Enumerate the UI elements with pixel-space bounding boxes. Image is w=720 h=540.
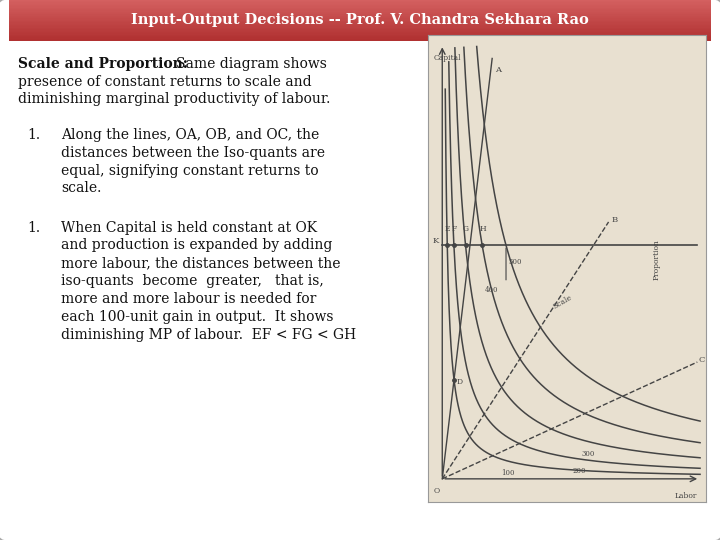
Text: F: F [451,225,456,233]
Text: 500: 500 [509,258,522,266]
Text: Scale: Scale [552,294,573,311]
Bar [9,37,711,39]
Text: Capital: Capital [434,54,462,62]
Text: 1.: 1. [27,221,40,235]
Text: presence of constant returns to scale and: presence of constant returns to scale an… [18,75,312,89]
Text: 100: 100 [501,469,515,477]
Bar [9,5,711,6]
Text: distances between the Iso-quants are: distances between the Iso-quants are [61,146,325,160]
Text: Labor: Labor [675,491,697,500]
Text: Input-Output Decisions -- Prof. V. Chandra Sekhara Rao: Input-Output Decisions -- Prof. V. Chand… [131,14,589,27]
Bar [9,25,711,27]
Text: scale.: scale. [61,181,102,195]
Text: C: C [698,356,705,364]
Bar [9,30,711,32]
Bar [9,19,711,22]
Bar [9,9,711,11]
Text: more labour, the distances between the: more labour, the distances between the [61,256,341,271]
Text: Scale and Proportion:: Scale and Proportion: [18,57,188,71]
Text: B: B [611,216,618,224]
Text: 1.: 1. [27,128,40,142]
Text: H: H [480,225,486,233]
Bar [9,26,711,28]
Text: A: A [495,66,501,75]
Bar [9,11,711,14]
Bar [9,33,711,35]
Bar [9,2,711,4]
Text: iso-quants  become  greater,   that is,: iso-quants become greater, that is, [61,274,324,288]
Text: E: E [444,225,450,233]
Text: O: O [434,487,440,495]
Text: diminishing marginal productivity of labour.: diminishing marginal productivity of lab… [18,92,330,106]
Text: When Capital is held constant at OK: When Capital is held constant at OK [61,221,318,235]
Text: 400: 400 [485,286,498,294]
Bar [9,6,711,8]
Text: and production is expanded by adding: and production is expanded by adding [61,239,333,253]
Bar [9,32,711,33]
Bar [9,28,711,30]
Text: D: D [456,379,463,387]
Text: Proportion: Proportion [653,239,661,280]
Text: 300: 300 [581,450,595,457]
Bar [9,36,711,38]
Bar [9,18,711,20]
Text: more and more labour is needed for: more and more labour is needed for [61,292,317,306]
Bar [9,0,711,2]
Bar [9,16,711,17]
Text: 200: 200 [573,467,587,475]
Text: Same diagram shows: Same diagram shows [176,57,328,71]
Bar [9,3,711,5]
Text: diminishing MP of labour.  EF < FG < GH: diminishing MP of labour. EF < FG < GH [61,328,356,342]
Text: G: G [463,225,469,233]
Text: Along the lines, OA, OB, and OC, the: Along the lines, OA, OB, and OC, the [61,128,320,142]
Text: equal, signifying constant returns to: equal, signifying constant returns to [61,164,319,178]
Bar [9,39,711,40]
Bar [9,10,711,12]
Text: K: K [433,237,439,245]
Bar [9,21,711,23]
Bar [9,24,711,25]
Bar [9,35,711,36]
Bar [9,29,711,31]
Text: each 100-unit gain in output.  It shows: each 100-unit gain in output. It shows [61,310,333,324]
Bar [9,17,711,19]
Bar [9,22,711,24]
Bar [9,14,711,16]
Bar [9,1,711,3]
Bar [9,8,711,9]
Bar [9,13,711,15]
